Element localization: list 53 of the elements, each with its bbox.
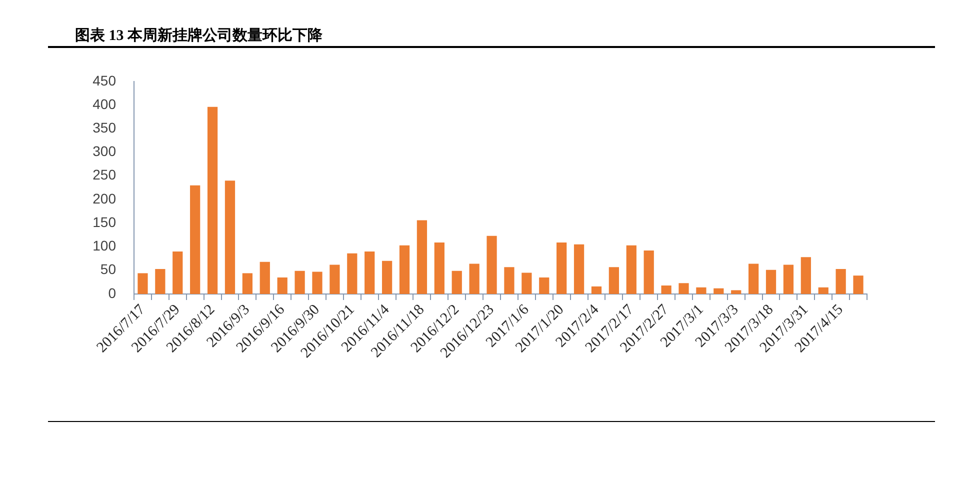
bar [714, 288, 724, 294]
bar [434, 242, 444, 294]
bar [539, 277, 550, 294]
bar [242, 273, 252, 294]
bar [382, 260, 392, 294]
bar [800, 257, 811, 294]
bar [452, 270, 462, 294]
bar [347, 253, 358, 294]
y-tick-label: 250 [92, 166, 116, 183]
bar [294, 270, 305, 294]
bar [522, 272, 532, 294]
bar [574, 244, 584, 294]
y-tick-label: 100 [92, 238, 116, 254]
bar [486, 236, 497, 294]
bar [155, 268, 166, 294]
bar [504, 267, 514, 294]
bar [626, 245, 636, 294]
y-tick-label: 200 [92, 190, 116, 206]
bar [469, 264, 480, 294]
bar [591, 286, 602, 294]
bar [836, 268, 846, 294]
y-tick-label: 450 [92, 72, 116, 88]
bar [138, 273, 148, 294]
bar [556, 242, 567, 294]
y-tick-label: 400 [92, 96, 116, 112]
y-tick-label: 150 [92, 214, 116, 230]
bar [172, 251, 183, 294]
bar [207, 106, 218, 294]
bar [696, 287, 706, 294]
chart-title: 图表 13 本周新挂牌公司数量环比下降 [75, 27, 322, 45]
y-tick-label: 350 [92, 120, 116, 136]
bar [224, 180, 236, 294]
bar [190, 185, 200, 294]
y-tick-label: 50 [100, 261, 116, 278]
bar [853, 276, 864, 294]
bar [731, 290, 742, 294]
bar [312, 272, 322, 294]
bar [608, 267, 619, 294]
y-tick-label: 300 [92, 143, 116, 160]
bar [783, 264, 794, 294]
bar [748, 264, 759, 294]
y-tick-label: 0 [108, 284, 116, 301]
bar [416, 220, 428, 294]
bar [818, 287, 828, 294]
bar [260, 262, 270, 294]
bar [678, 283, 689, 294]
bar [644, 250, 654, 294]
bar [661, 285, 672, 294]
bar [766, 270, 776, 294]
bar [364, 251, 375, 294]
bar [330, 264, 340, 294]
bar [277, 277, 288, 294]
bar [399, 245, 410, 294]
